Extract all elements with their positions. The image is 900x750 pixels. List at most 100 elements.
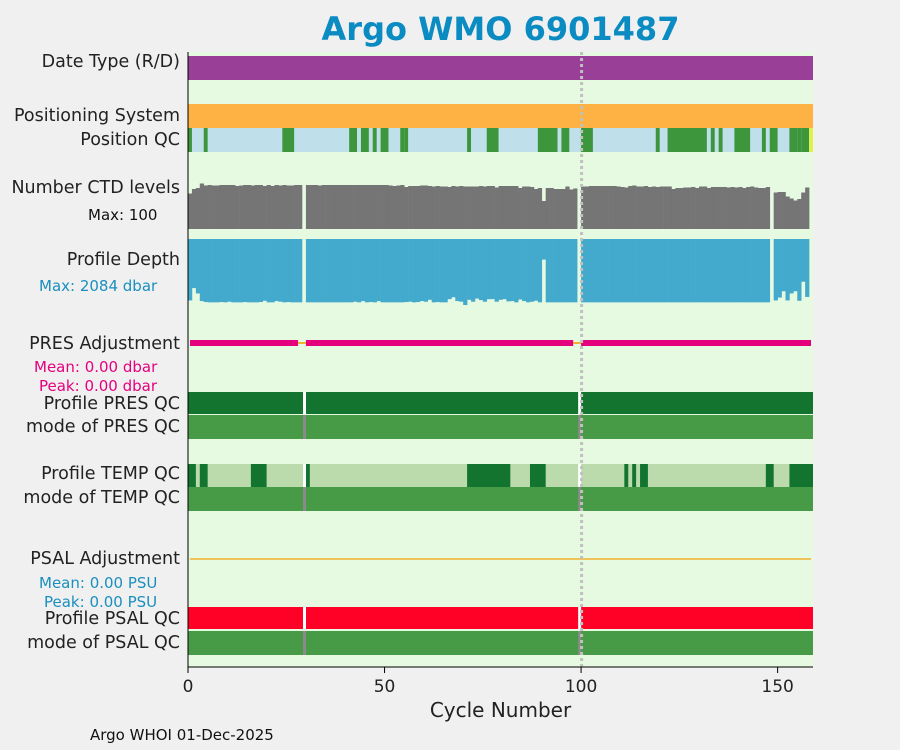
ctd-level-bar [506, 186, 511, 229]
row-label-positioning-system: Positioning System [13, 106, 180, 126]
row-label-profile-pres-qc: Profile PRES QC [43, 394, 180, 414]
profile-depth-bar [431, 239, 436, 303]
profile-depth-bar [270, 239, 275, 303]
ctd-level-bar [270, 186, 275, 229]
profile-depth-bar [663, 239, 668, 303]
ctd-level-bar [695, 188, 700, 229]
ctd-level-bar [388, 185, 393, 229]
row-label-mode-psal-qc: mode of PSAL QC [27, 633, 180, 653]
profile-depth-bar [227, 239, 232, 302]
profile-depth-bar [805, 239, 810, 297]
profile-temp-qc-run [789, 464, 813, 487]
profile-depth-bar [376, 239, 381, 302]
profile-depth-bar [471, 239, 476, 302]
x-tick-label: 50 [374, 677, 396, 697]
profile-depth-bar [294, 239, 299, 303]
ctd-level-bar [360, 185, 366, 229]
position-qc-end-marker [809, 128, 813, 152]
profile-depth-bar [549, 239, 554, 303]
profile-depth-bar [533, 239, 539, 301]
profile-temp-qc-run [199, 464, 208, 487]
ctd-level-bar [588, 186, 594, 229]
profile-depth-bar [616, 239, 621, 303]
profile-psal-qc-bar [188, 607, 813, 629]
ctd-level-bar [569, 189, 574, 229]
ctd-level-bar [376, 185, 381, 229]
ctd-level-bar [557, 189, 562, 229]
ctd-level-bar [777, 192, 782, 229]
profile-temp-qc-run [765, 464, 774, 487]
profile-psal-qc-bar-gap [302, 607, 306, 629]
ctd-level-bar [553, 189, 558, 229]
profile-depth-bar [207, 239, 212, 303]
ctd-level-bar [219, 185, 224, 229]
profile-depth-bar [191, 239, 197, 289]
ctd-level-bar [541, 201, 547, 229]
ctd-level-bar [325, 185, 330, 229]
ctd-level-bar [691, 187, 696, 229]
profile-temp-qc-run [529, 464, 546, 487]
profile-depth-bar [463, 239, 468, 305]
profile-depth-bar [632, 239, 637, 303]
position-qc-good-run [789, 128, 798, 152]
profile-depth-bar [486, 239, 491, 300]
ctd-max-text: Max: 100 [88, 206, 158, 224]
ctd-level-bar [549, 188, 554, 229]
profile-depth-bar [679, 239, 684, 303]
ctd-level-bar [443, 186, 448, 229]
profile-depth-bar [333, 239, 338, 303]
profile-depth-bar [250, 239, 256, 303]
profile-depth-bar [628, 239, 633, 303]
ctd-level-bar [231, 185, 236, 229]
profile-depth-bar [514, 239, 519, 303]
position-qc-good-run [188, 128, 192, 152]
profile-depth-bar [498, 239, 503, 300]
psal-mean-text: Mean: 0.00 PSU [39, 574, 158, 592]
ctd-level-bar [742, 188, 747, 229]
position-qc-good-run [349, 128, 358, 152]
profile-depth-bar [223, 239, 228, 303]
profile-depth-bar [368, 239, 374, 303]
profile-depth-bar [345, 239, 350, 303]
ctd-level-bar [258, 185, 263, 229]
row-label-mode-pres-qc: mode of PRES QC [25, 417, 180, 437]
ctd-level-bar [380, 185, 385, 229]
ctd-level-bar [785, 196, 790, 229]
profile-depth-bar [219, 239, 224, 303]
ctd-level-bar [243, 185, 248, 229]
profile-depth-bar [659, 239, 664, 303]
position-qc-good-run [734, 128, 751, 152]
profile-depth-bar [412, 239, 417, 303]
positioning-system-bar [188, 104, 813, 128]
position-qc-good-run [801, 128, 810, 152]
profile-depth-bar [565, 239, 570, 303]
ctd-level-bar [628, 186, 633, 229]
profile-depth-bar [274, 239, 279, 302]
profile-depth-bar [742, 239, 747, 303]
depth-max-text: Max: 2084 dbar [39, 277, 158, 295]
mode-pres-qc-bar [188, 415, 813, 439]
position-qc-good-run [561, 128, 570, 152]
profile-depth-bar [199, 239, 205, 302]
ctd-level-bar [797, 199, 802, 229]
profile-depth-bar [388, 239, 393, 303]
ctd-level-bar [341, 185, 346, 229]
ctd-level-bar [565, 186, 570, 229]
profile-depth-bar [447, 239, 452, 300]
profile-temp-qc-run [640, 464, 648, 487]
ctd-level-bar [282, 185, 287, 229]
mode-temp-qc-bar [188, 487, 813, 511]
ctd-level-bar [687, 187, 692, 229]
position-qc-good-run [467, 128, 472, 152]
position-qc-good-run [655, 128, 660, 152]
ctd-level-bar [455, 186, 460, 229]
profile-depth-bar [286, 239, 291, 303]
ctd-level-bar [651, 186, 657, 229]
profile-depth-bar [478, 239, 484, 301]
profile-depth-bar [734, 239, 739, 303]
ctd-level-bar [734, 187, 739, 229]
profile-depth-bar [793, 239, 798, 292]
ctd-level-bar [235, 186, 240, 229]
ctd-level-bar [801, 192, 806, 229]
ctd-level-bar [246, 185, 252, 229]
